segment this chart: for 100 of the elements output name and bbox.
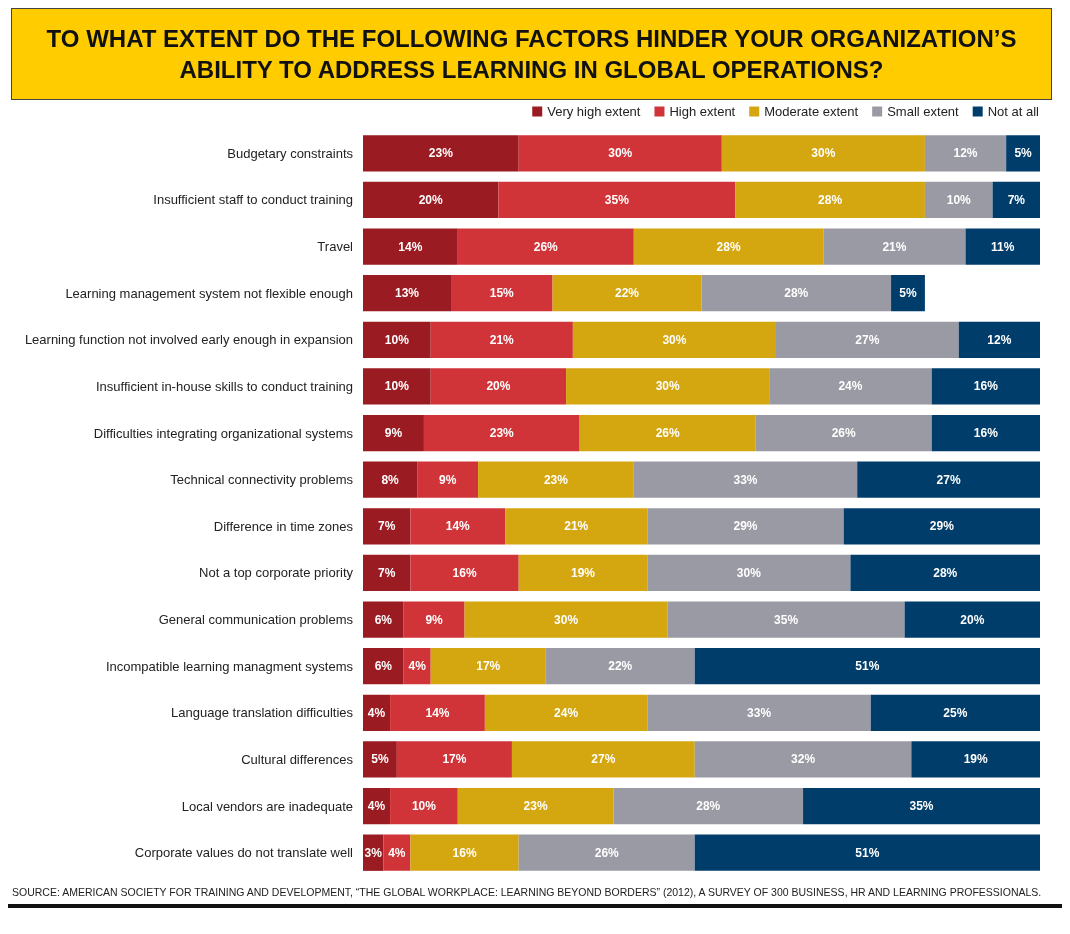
bar [1006,135,1040,172]
y-tick-label: Technical connectivity problems [170,472,354,488]
bar [478,461,634,498]
data-label: 28% [784,286,809,301]
bar [363,228,458,265]
data-label: 28% [716,239,741,254]
data-label: 21% [882,239,907,254]
data-label: 24% [554,705,579,720]
data-label: 23% [523,799,548,814]
data-label: 21% [564,519,589,534]
data-label: 13% [394,286,420,301]
data-label: 4% [367,799,386,814]
data-label: 51% [855,659,880,674]
data-label: 14% [398,239,423,254]
bar [505,508,648,545]
data-label: 16% [973,426,999,441]
bar [857,461,1040,498]
bar [613,787,804,825]
data-label: 35% [774,612,799,627]
bar [850,554,1040,592]
y-tick-label: Difference in time zones [213,518,354,534]
bar [363,321,431,358]
data-label: 14% [445,519,471,534]
bar [694,648,1040,685]
y-tick-label: Not a top corporate priority [199,565,354,581]
bar [518,135,722,172]
bar [363,648,404,685]
data-label: 19% [571,565,596,580]
bar [579,414,756,452]
bar [931,368,1040,405]
bar [390,694,485,731]
bar [410,834,519,871]
data-label: 30% [554,612,579,627]
y-tick-label: Language translation difficulties [171,705,354,721]
bar [992,181,1040,219]
data-label: 28% [818,192,843,207]
data-label: 25% [943,705,968,720]
legend-label: Very high extent [547,104,641,119]
data-label: 26% [831,426,856,441]
data-label: 16% [452,565,477,580]
bar [721,135,925,172]
bar [403,601,465,638]
bar [735,181,925,219]
data-label: 15% [489,286,515,301]
data-label: 10% [946,192,972,207]
legend-label: Not at all [987,104,1040,119]
data-label: 29% [733,519,758,534]
legend-label: High extent [669,104,736,119]
data-label: 23% [543,472,569,487]
data-label: 10% [411,799,437,814]
y-tick-label: Budgetary constraints [227,145,354,161]
bar [755,414,932,452]
y-tick-label: Cultural differences [241,751,354,767]
bar [931,414,1040,452]
data-label: 32% [791,752,816,767]
bar [843,508,1040,545]
data-label: 35% [909,799,934,814]
data-label: 7% [378,565,396,580]
legend-label: Moderate extent [764,104,859,119]
bar [552,275,702,312]
bar [457,228,634,265]
data-label: 4% [367,705,386,720]
y-tick-label: Local vendors are inadequate [181,798,353,814]
data-label: 26% [533,239,559,254]
data-label: 26% [594,845,620,860]
data-label: 7% [1007,192,1026,207]
data-label: 9% [384,426,403,441]
bar [430,368,567,405]
bar [904,601,1040,638]
data-label: 30% [608,146,633,161]
bar [518,834,695,871]
data-label: 6% [374,612,393,627]
bar [363,508,411,545]
bar [457,787,614,825]
bar [363,741,397,778]
bar [363,461,418,498]
data-label: 23% [489,426,515,441]
bar [417,461,479,498]
bar [410,554,519,592]
data-label: 27% [591,752,616,767]
y-tick-label: Difficulties integrating organizational systems [93,425,354,441]
bar [363,368,431,405]
bar [694,741,912,778]
bar [911,741,1040,778]
data-label: 27% [855,332,880,347]
bar [667,601,905,638]
data-label: 30% [811,146,836,161]
bar [891,275,925,312]
bar [633,228,824,265]
data-label: 9% [438,472,457,487]
data-label: 4% [388,845,406,860]
bar [823,228,966,265]
data-label: 20% [486,379,511,394]
bar [423,414,580,452]
data-label: 29% [929,519,955,534]
data-label: 6% [374,659,393,674]
y-tick-label: Learning management system not flexible enough [65,285,353,301]
bar [647,694,871,731]
bar [464,601,668,638]
data-label: 14% [425,705,450,720]
